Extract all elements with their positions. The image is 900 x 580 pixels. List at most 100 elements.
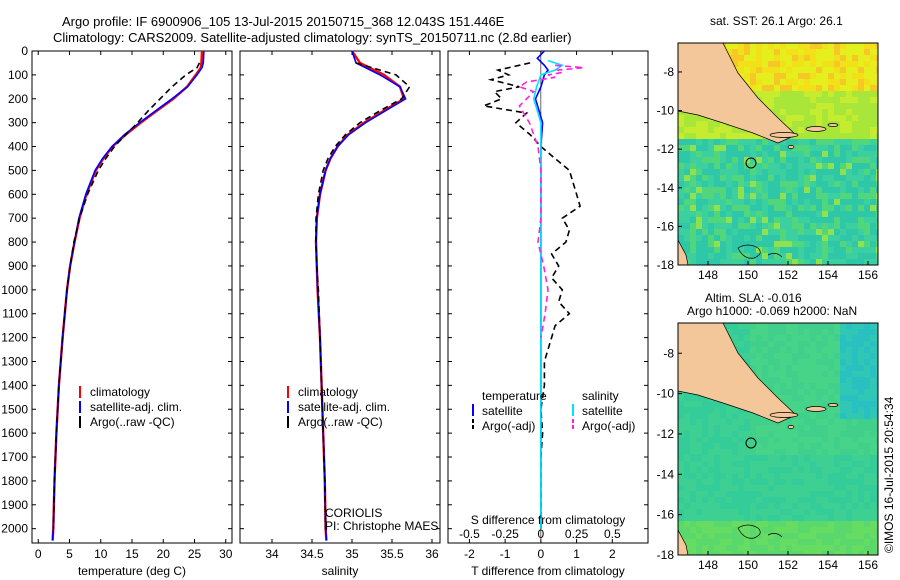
map-cell xyxy=(822,55,828,61)
depth-tick-label: 1500 xyxy=(1,402,28,416)
map-cell xyxy=(792,67,798,73)
map-cell xyxy=(696,485,702,491)
map-cell xyxy=(714,121,720,127)
map-cell xyxy=(870,235,876,241)
map-cell xyxy=(750,205,756,211)
map-cell xyxy=(690,551,696,555)
map-cell xyxy=(738,61,744,67)
map-cell xyxy=(840,467,846,473)
map-cell xyxy=(864,455,870,461)
map-cell xyxy=(696,539,702,545)
map-cell xyxy=(720,527,726,533)
map-cell xyxy=(786,521,792,527)
map-cell xyxy=(702,145,708,151)
map-cell xyxy=(780,335,786,341)
map-cell xyxy=(828,61,834,67)
map-cell xyxy=(828,217,834,223)
map-cell xyxy=(822,449,828,455)
map-cell xyxy=(762,545,768,551)
map-cell xyxy=(690,205,696,211)
map-cell xyxy=(876,85,878,91)
map-cell xyxy=(684,127,690,133)
map-cell xyxy=(738,49,744,55)
map-cell xyxy=(810,205,816,211)
map-cell xyxy=(810,467,816,473)
map-cell xyxy=(678,467,684,473)
map-cell xyxy=(696,479,702,485)
map-cell xyxy=(774,229,780,235)
map-cell xyxy=(840,175,846,181)
map-cell xyxy=(852,401,858,407)
map-cell xyxy=(768,425,774,431)
map-cell xyxy=(834,199,840,205)
map-cell xyxy=(774,193,780,199)
map-cell xyxy=(690,503,696,509)
map-cell xyxy=(870,491,876,497)
map-cell xyxy=(702,247,708,253)
map-cell xyxy=(708,467,714,473)
map-cell xyxy=(792,359,798,365)
map-cell xyxy=(708,533,714,539)
map-cell xyxy=(876,395,878,401)
map-cell xyxy=(702,539,708,545)
map-cell xyxy=(870,383,876,389)
map-cell xyxy=(870,241,876,247)
map-cell xyxy=(828,67,834,73)
map-cell xyxy=(774,515,780,521)
map-cell xyxy=(714,199,720,205)
map-cell xyxy=(870,377,876,383)
map-cell xyxy=(678,235,684,241)
map-cell xyxy=(810,85,816,91)
map-cell xyxy=(744,497,750,503)
map-cell xyxy=(792,389,798,395)
map-cell xyxy=(870,157,876,163)
map-cell xyxy=(810,97,816,103)
map-cell xyxy=(762,491,768,497)
map-cell xyxy=(828,395,834,401)
map-cell xyxy=(792,425,798,431)
map-cell xyxy=(768,497,774,503)
map-cell xyxy=(768,43,774,49)
map-cell xyxy=(708,521,714,527)
map-cell xyxy=(786,371,792,377)
depth-tick-label: 300 xyxy=(8,116,28,130)
map-cell xyxy=(828,211,834,217)
map-cell xyxy=(864,515,870,521)
map-cell xyxy=(870,437,876,443)
map-cell xyxy=(876,229,878,235)
map-cell xyxy=(726,443,732,449)
map-cell xyxy=(738,407,744,413)
map-cell xyxy=(834,157,840,163)
map-cell xyxy=(696,223,702,229)
map-cell xyxy=(708,223,714,229)
map-cell xyxy=(714,223,720,229)
map-cell xyxy=(798,551,804,555)
map-cell xyxy=(750,335,756,341)
map-cell xyxy=(816,353,822,359)
map-cell xyxy=(780,551,786,555)
map-cell xyxy=(828,539,834,545)
map-cell xyxy=(822,139,828,145)
map-y-tick-label: -8 xyxy=(663,65,674,79)
map-cell xyxy=(696,449,702,455)
map-cell xyxy=(696,229,702,235)
map-cell xyxy=(846,449,852,455)
map-cell xyxy=(690,211,696,217)
map-cell xyxy=(792,229,798,235)
map-cell xyxy=(822,509,828,515)
map-cell xyxy=(714,419,720,425)
map-cell xyxy=(714,431,720,437)
map-cell xyxy=(684,247,690,253)
map-cell xyxy=(810,395,816,401)
map-cell xyxy=(864,341,870,347)
map-cell xyxy=(840,181,846,187)
map-x-tick-label: 150 xyxy=(738,268,758,282)
map-cell xyxy=(864,449,870,455)
map-cell xyxy=(876,235,878,241)
map-cell xyxy=(756,259,762,265)
map-cell xyxy=(738,497,744,503)
map-cell xyxy=(852,115,858,121)
map-cell xyxy=(816,341,822,347)
map-cell xyxy=(714,163,720,169)
map-cell xyxy=(714,533,720,539)
